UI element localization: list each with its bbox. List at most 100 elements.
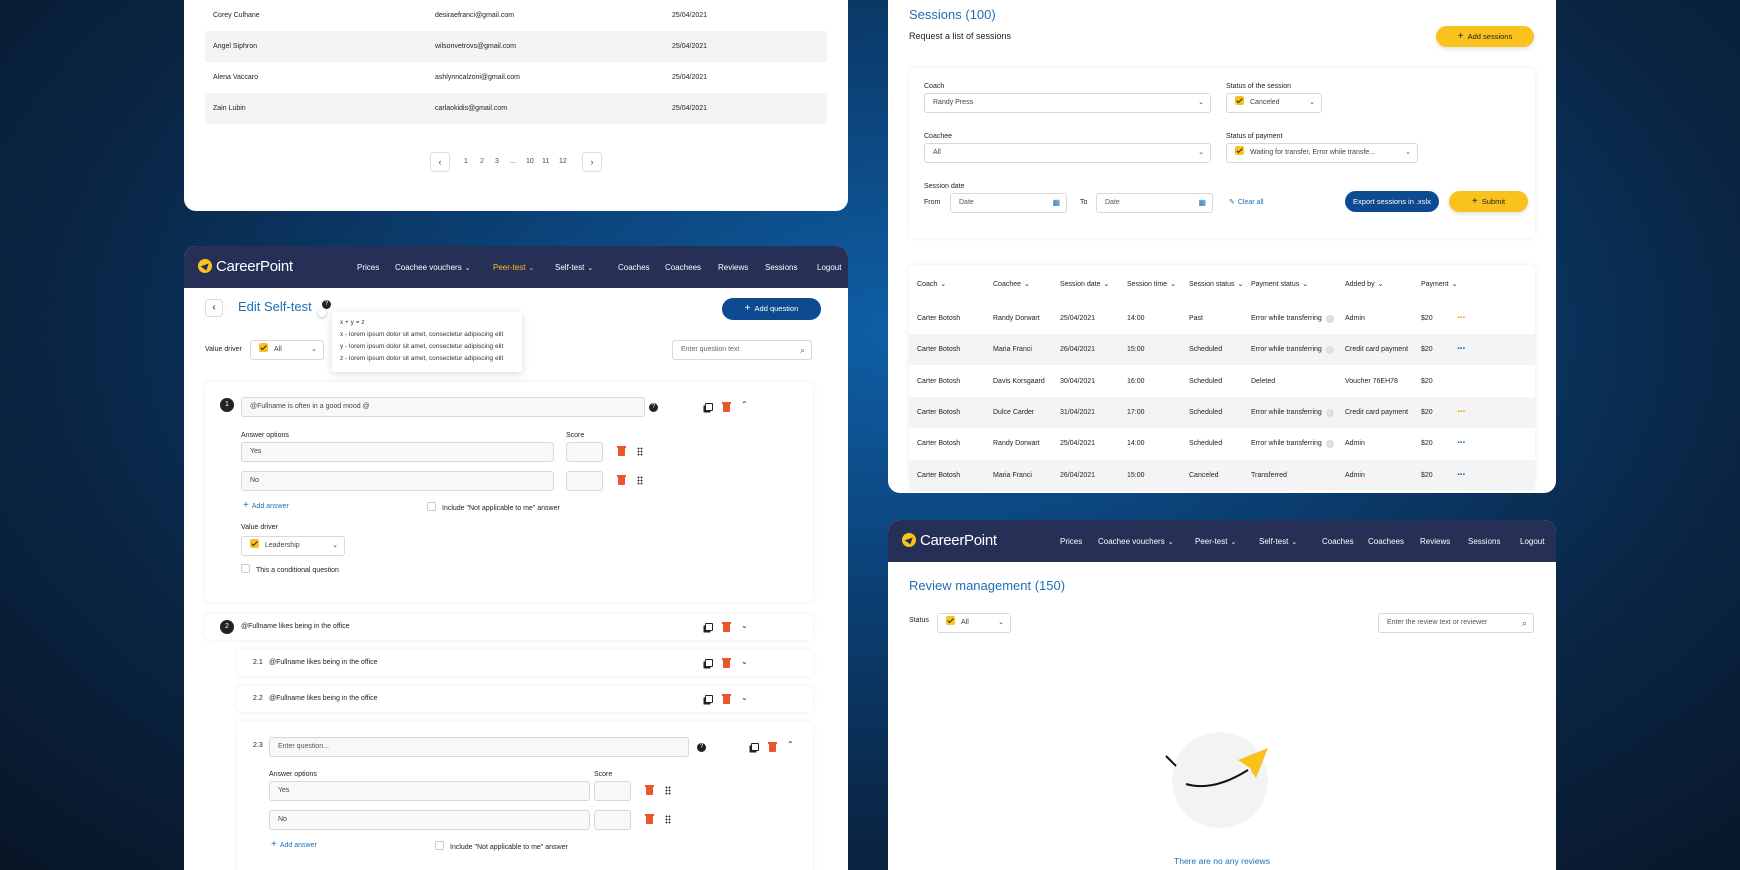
copy-icon[interactable]	[705, 623, 713, 631]
table-row[interactable]: Carter Botosh Davis Korsgaard 30/04/2021…	[909, 366, 1535, 397]
coach-link[interactable]: Carter Botosh	[917, 408, 961, 416]
help-icon[interactable]: ?	[649, 403, 658, 412]
date-from-input[interactable]: Date ▦	[950, 193, 1067, 213]
column-header[interactable]: Session date ⌄	[1060, 280, 1109, 288]
chevron-down-icon[interactable]: ⌄	[741, 621, 748, 630]
answer-input[interactable]: No	[241, 471, 554, 491]
nav-item-coaches[interactable]: Coaches	[1322, 537, 1354, 546]
nav-item-reviews[interactable]: Reviews	[1420, 537, 1450, 546]
table-row[interactable]: Carter Botosh Randy Dorwart 25/04/2021 1…	[909, 428, 1535, 459]
column-header[interactable]: Coachee ⌄	[993, 280, 1030, 288]
table-row[interactable]: Alena Vaccaro ashlynncalzoni@gmail.com 2…	[205, 62, 827, 93]
table-row[interactable]: Corey Culhane desiraefranci@gmail.com 25…	[205, 0, 827, 31]
trash-icon[interactable]	[617, 475, 626, 485]
subquestion-input[interactable]: Enter question...	[269, 737, 689, 757]
drag-handle-icon[interactable]	[637, 476, 643, 485]
question-search-input[interactable]: Enter question text ⌕	[672, 340, 812, 360]
review-search-input[interactable]: Enter the review text or reviewer ⌕	[1378, 613, 1534, 633]
not-applicable-checkbox[interactable]: Include "Not applicable to me" answer	[435, 841, 568, 851]
drag-handle-icon[interactable]	[665, 815, 671, 824]
column-header[interactable]: Session time ⌄	[1127, 280, 1176, 288]
trash-icon[interactable]	[722, 694, 731, 704]
add-answer-link[interactable]: + Add answer	[271, 839, 317, 850]
score-input[interactable]	[566, 442, 603, 462]
nav-item-logout[interactable]: Logout	[1520, 537, 1544, 546]
clear-all-link[interactable]: ✎ Clear all	[1229, 198, 1264, 206]
nav-item-prices[interactable]: Prices	[357, 263, 379, 272]
back-button[interactable]: ‹	[205, 299, 223, 317]
prev-page-button[interactable]: ‹	[430, 152, 450, 172]
page-number[interactable]: ...	[510, 158, 516, 165]
table-row[interactable]: Zain Lubin carlaokidis@gmail.com 25/04/2…	[205, 93, 827, 124]
nav-item-logout[interactable]: Logout	[817, 263, 841, 272]
nav-item-prices[interactable]: Prices	[1060, 537, 1082, 546]
column-header[interactable]: Payment status ⌄	[1251, 280, 1308, 288]
page-number[interactable]: 3	[495, 158, 499, 165]
chevron-down-icon[interactable]: ⌄	[741, 657, 748, 666]
table-row[interactable]: Carter Botosh Maria Franci 26/04/2021 15…	[909, 459, 1535, 491]
nav-item-coaches[interactable]: Coaches	[618, 263, 650, 272]
answer-input[interactable]: No	[269, 810, 590, 830]
coach-link[interactable]: Carter Botosh	[917, 440, 961, 448]
trash-icon[interactable]	[768, 742, 777, 752]
nav-item-peer-test[interactable]: Peer-test ⌄	[1195, 537, 1236, 546]
question-card-2[interactable]: 2 @Fullname likes being in the office ⌄	[205, 614, 813, 640]
payment-status-select[interactable]: Waiting for transfer, Error while transf…	[1226, 143, 1418, 163]
more-menu-icon[interactable]: ···	[1457, 405, 1466, 418]
add-sessions-button[interactable]: + Add sessions	[1436, 26, 1534, 47]
status-select[interactable]: All ⌄	[937, 613, 1011, 633]
chevron-up-icon[interactable]: ⌃	[741, 400, 748, 409]
page-number[interactable]: 12	[559, 158, 567, 165]
chevron-down-icon[interactable]: ⌄	[741, 693, 748, 702]
table-row[interactable]: Angel Siphron wilsonvetrovs@gmail.com 25…	[205, 31, 827, 62]
question-text-input[interactable]: @Fullname is often in a good mood @	[241, 397, 645, 417]
logo[interactable]: CareerPoint	[902, 532, 997, 549]
copy-icon[interactable]	[705, 403, 713, 411]
score-input[interactable]	[594, 810, 631, 830]
next-page-button[interactable]: ›	[582, 152, 602, 172]
info-icon[interactable]: i	[1325, 315, 1334, 323]
subquestion-card[interactable]: 2.1 @Fullname likes being in the office …	[237, 650, 813, 676]
nav-item-coachees[interactable]: Coachees	[665, 263, 701, 272]
conditional-checkbox[interactable]: This a conditional question	[241, 564, 339, 574]
answer-input[interactable]: Yes	[241, 442, 554, 462]
page-number[interactable]: 10	[526, 158, 534, 165]
subquestion-card[interactable]: 2.2 @Fullname likes being in the office …	[237, 686, 813, 712]
chevron-up-icon[interactable]: ⌃	[787, 740, 794, 749]
more-menu-icon[interactable]: ···	[1457, 468, 1466, 481]
date-to-input[interactable]: Date ▦	[1096, 193, 1213, 213]
copy-icon[interactable]	[705, 659, 713, 667]
export-sessions-button[interactable]: Export sessions in .xslx	[1345, 191, 1439, 212]
table-row[interactable]: Carter Botosh Maria Franci 26/04/2021 15…	[909, 334, 1535, 366]
nav-item-self-test[interactable]: Self-test ⌄	[555, 263, 593, 272]
nav-item-self-test[interactable]: Self-test ⌄	[1259, 537, 1297, 546]
not-applicable-checkbox[interactable]: Include "Not applicable to me" answer	[427, 502, 560, 512]
nav-item-sessions[interactable]: Sessions	[765, 263, 797, 272]
question-value-driver-select[interactable]: Leadership ⌄	[241, 536, 345, 556]
coach-link[interactable]: Carter Botosh	[917, 377, 961, 385]
table-row[interactable]: Carter Botosh Randy Dorwart 25/04/2021 1…	[909, 303, 1535, 334]
coachee-select[interactable]: All ⌄	[924, 143, 1211, 163]
nav-item-coachees[interactable]: Coachees	[1368, 537, 1404, 546]
column-header[interactable]: Added by ⌄	[1345, 280, 1383, 288]
page-number[interactable]: 1	[464, 158, 468, 165]
more-menu-icon[interactable]: ···	[1457, 312, 1466, 324]
add-answer-link[interactable]: + Add answer	[243, 500, 289, 511]
page-number[interactable]: 2	[480, 158, 484, 165]
copy-icon[interactable]	[705, 695, 713, 703]
answer-input[interactable]: Yes	[269, 781, 590, 801]
help-icon[interactable]: ?	[697, 743, 706, 752]
table-row[interactable]: Carter Botosh Dulce Carder 31/04/2021 17…	[909, 396, 1535, 428]
help-icon[interactable]: ?	[322, 300, 331, 309]
info-icon[interactable]: i	[1325, 346, 1334, 355]
nav-item-reviews[interactable]: Reviews	[718, 263, 748, 272]
add-question-button[interactable]: + Add question	[722, 298, 821, 320]
score-input[interactable]	[566, 471, 603, 491]
column-header[interactable]: Payment ⌄	[1421, 280, 1458, 288]
info-icon[interactable]: i	[1325, 440, 1334, 449]
page-number[interactable]: 11	[542, 158, 550, 165]
coach-select[interactable]: Randy Press ⌄	[924, 93, 1211, 113]
drag-handle-icon[interactable]	[665, 786, 671, 795]
trash-icon[interactable]	[722, 402, 731, 412]
coach-link[interactable]: Carter Botosh	[917, 471, 961, 479]
